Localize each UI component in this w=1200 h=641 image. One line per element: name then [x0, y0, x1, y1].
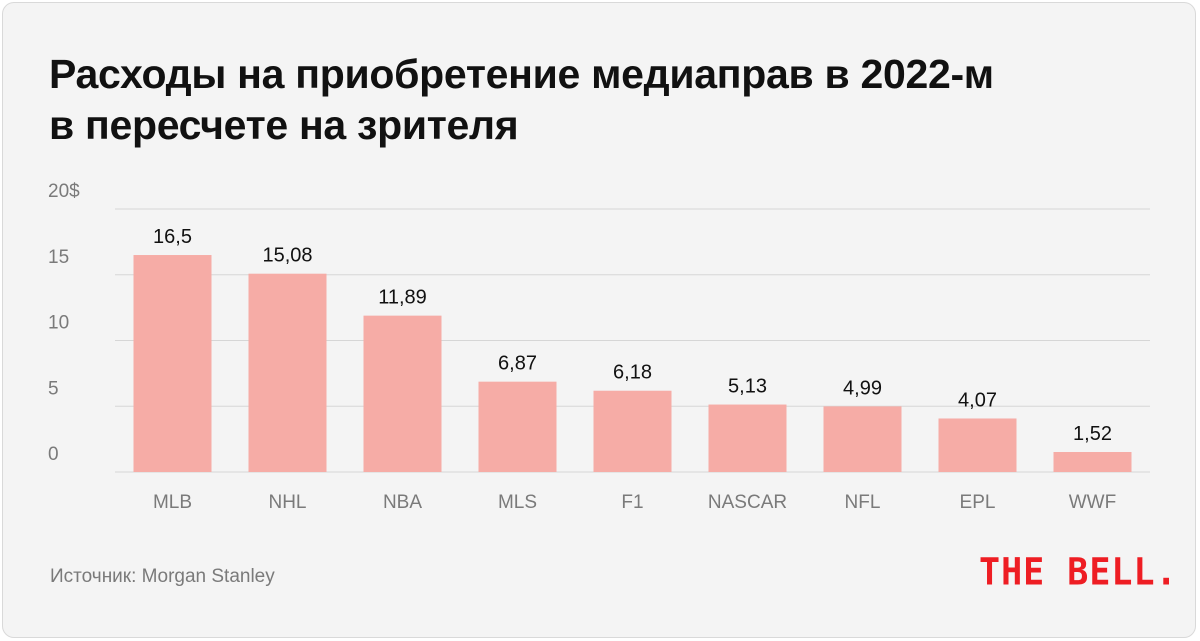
x-tick-label: F1: [621, 492, 643, 513]
y-tick-label: 20$: [48, 181, 80, 202]
the-bell-logo: THE BELL.: [979, 551, 1178, 595]
x-tick-label: NHL: [268, 492, 306, 513]
bar: [938, 418, 1017, 472]
bar: [1053, 452, 1132, 472]
bar-value-label: 6,87: [498, 353, 537, 375]
chart-title: Расходы на приобретение медиаправ в 2022…: [49, 49, 1149, 151]
x-tick-label: NFL: [845, 492, 881, 513]
bar-value-label: 16,5: [153, 226, 192, 248]
bar-value-label: 11,89: [378, 287, 427, 309]
bar: [363, 315, 442, 472]
bar: [133, 255, 212, 472]
bar: [478, 381, 557, 472]
bar-value-label: 5,13: [728, 376, 767, 398]
bar: [593, 390, 672, 472]
x-tick-label: MLS: [498, 492, 537, 513]
x-tick-label: EPL: [960, 492, 996, 513]
bar: [248, 273, 327, 472]
x-tick-label: NASCAR: [708, 492, 787, 513]
bar-value-label: 4,07: [958, 389, 997, 411]
bar-value-label: 1,52: [1073, 423, 1112, 445]
chart-title-line-1: Расходы на приобретение медиаправ в 2022…: [49, 51, 994, 97]
bar-chart: 0 5 10 15 20$ 16,5 MLB 15,08 NHL 11,89 NBA 6,87 MLS 6…: [48, 181, 1150, 513]
bar-value-label: 15,08: [262, 245, 312, 267]
y-tick-label: 0: [48, 444, 59, 465]
y-tick-label: 5: [48, 378, 59, 399]
x-tick-label: MLB: [153, 492, 192, 513]
chart-title-line-2: в пересчете на зрителя: [49, 102, 519, 148]
x-tick-label: NBA: [383, 492, 422, 513]
source-note: Источник: Morgan Stanley: [50, 566, 275, 587]
x-tick-label: WWF: [1069, 492, 1116, 513]
y-tick-label: 15: [48, 247, 69, 268]
bar-value-label: 6,18: [613, 362, 652, 384]
bar-value-label: 4,99: [843, 377, 882, 399]
y-tick-label: 10: [48, 313, 69, 334]
bar: [823, 406, 902, 472]
bar: [708, 404, 787, 472]
